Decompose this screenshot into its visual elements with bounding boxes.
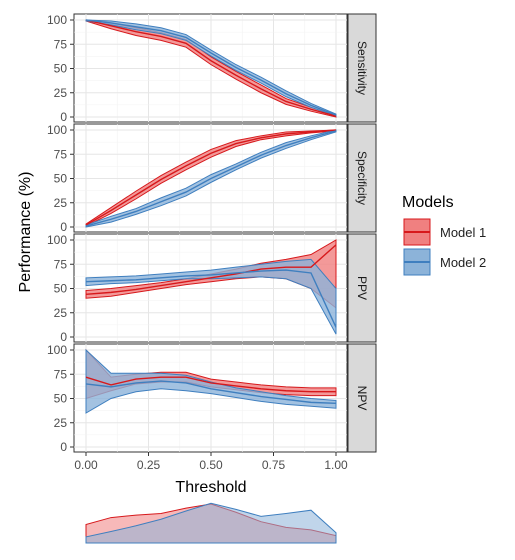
strip-sensitivity [347,13,377,123]
y-tick-label: 50 [54,172,68,186]
y-tick-label: 50 [54,282,68,296]
panel-ppv: 0 25 50 75 100 PPV [47,233,377,344]
x-tick-label: 0.75 [262,458,286,472]
x-axis: 0.00 0.25 0.50 0.75 1.00 [74,452,348,472]
x-tick-label: 1.00 [324,458,348,472]
density-plot [85,502,337,544]
series-line-model-2 [85,380,337,405]
panel-npv: 0 25 50 75 100 NPV [47,343,377,454]
strip-label-specificity: Specificity [355,151,369,205]
y-tick-label: 25 [54,86,68,100]
y-tick-label: 25 [54,416,68,430]
strip-npv [347,343,377,453]
legend-label-model-2: Model 2 [440,255,486,270]
y-tick-label: 75 [54,257,68,271]
x-tick-label: 0.00 [74,458,98,472]
series-line-model-1 [85,376,336,393]
y-tick-label: 75 [54,367,68,381]
density-model-2 [85,502,337,544]
y-tick-label: 0 [60,330,67,344]
chart-panels: 0 25 50 75 100 Sensitivity 0 25 50 75 100 Specifici… [47,13,377,454]
legend: Models Model 1 Model 2 [402,194,486,276]
series-line-model-2 [85,130,337,227]
legend-title: Models [402,194,454,211]
y-tick-label: 0 [60,220,67,234]
strip-label-ppv: PPV [355,276,369,300]
y-tick-label: 0 [60,110,67,124]
ci-band-model-2 [85,348,337,414]
y-tick-label: 25 [54,306,68,320]
legend-label-model-1: Model 1 [440,225,486,240]
y-tick-label: 50 [54,392,68,406]
x-tick-label: 0.50 [199,458,223,472]
y-tick-label: 75 [54,147,68,161]
y-tick-label: 100 [47,343,67,357]
y-tick-label: 25 [54,196,68,210]
panel-specificity: 0 25 50 75 100 Specificity [47,123,377,234]
x-tick-label: 0.25 [137,458,161,472]
y-tick-label: 0 [60,440,67,454]
strip-label-npv: NPV [355,386,369,411]
legend-item-model-2: Model 2 [403,248,486,276]
y-tick-label: 100 [47,233,67,247]
series-line-model-1 [85,244,337,296]
series-line-model-1 [85,129,337,226]
y-tick-label: 75 [54,37,68,51]
strip-label-sensitivity: Sensitivity [355,41,369,95]
strip-specificity [347,123,377,233]
y-axis-title: Performance (%) [17,172,34,293]
y-tick-label: 100 [47,13,67,27]
series-line-model-1 [85,19,337,117]
y-tick-label: 100 [47,123,67,137]
ci-band-model-2 [85,258,337,335]
series-line-model-2 [85,19,337,116]
y-tick-label: 50 [54,62,68,76]
legend-item-model-1: Model 1 [403,218,486,246]
strip-ppv [347,233,377,343]
panel-sensitivity: 0 25 50 75 100 Sensitivity [47,13,377,124]
x-axis-title: Threshold [175,479,246,496]
series-line-model-2 [85,269,337,328]
